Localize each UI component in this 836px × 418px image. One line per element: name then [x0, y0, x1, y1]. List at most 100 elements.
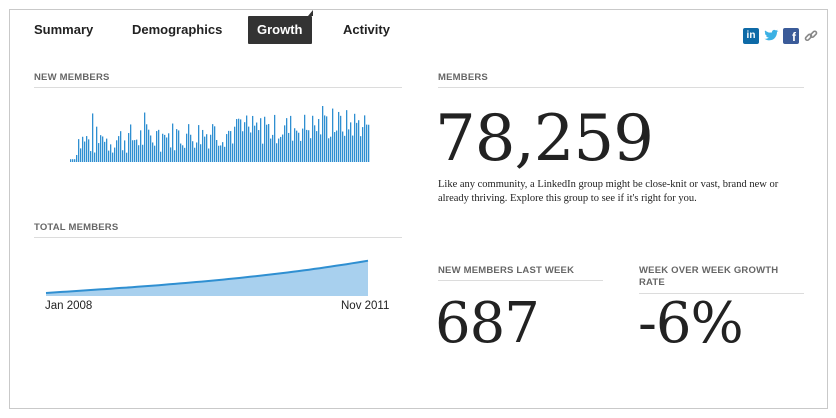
- new-members-bar: [196, 142, 198, 162]
- new-members-bar: [230, 131, 232, 162]
- total-members-line: [45, 259, 369, 294]
- new-members-bar: [356, 122, 358, 162]
- new-members-bar: [246, 115, 248, 162]
- new-members-bar: [168, 133, 170, 162]
- new-members-bar: [220, 145, 222, 162]
- link-icon[interactable]: [803, 28, 819, 44]
- new-members-bar: [342, 131, 344, 162]
- new-members-bar: [250, 132, 252, 162]
- new-members-bar: [154, 145, 156, 162]
- new-members-bar: [222, 142, 224, 162]
- new-members-bar: [260, 118, 262, 162]
- new-members-bar: [124, 140, 126, 162]
- tab-demographics[interactable]: Demographics: [132, 22, 223, 37]
- new-members-bar: [338, 111, 340, 162]
- new-members-bar: [254, 125, 256, 162]
- new-members-bar: [82, 136, 84, 162]
- new-members-bar: [352, 135, 354, 162]
- total-members-chart: [45, 259, 369, 296]
- new-members-bar: [140, 130, 142, 162]
- new-members-bar: [232, 143, 234, 162]
- new-members-bar: [142, 144, 144, 162]
- new-members-bar: [198, 125, 200, 162]
- new-members-bar: [122, 150, 124, 162]
- new-members-bar: [216, 140, 218, 162]
- new-members-bar: [228, 130, 230, 162]
- new-members-bar: [92, 113, 94, 162]
- new-members-bar: [130, 124, 132, 162]
- new-members-bar: [364, 115, 366, 162]
- new-members-bar: [308, 130, 310, 162]
- new-members-bar: [234, 126, 236, 162]
- new-members-bar: [294, 128, 296, 162]
- facebook-icon[interactable]: f: [783, 28, 799, 44]
- tab-activity[interactable]: Activity: [343, 22, 390, 37]
- new-members-bar: [286, 118, 288, 162]
- new-members-bar: [208, 148, 210, 162]
- new-members-bar: [194, 147, 196, 162]
- new-members-bar: [210, 134, 212, 162]
- new-members-bar: [326, 116, 328, 162]
- new-members-bar: [192, 141, 194, 162]
- new-members-bar: [126, 152, 128, 162]
- new-members-bar: [202, 129, 204, 162]
- new-members-bar: [226, 134, 228, 162]
- new-members-bar: [270, 138, 272, 162]
- new-members-bar: [162, 133, 164, 162]
- new-members-bar: [144, 112, 146, 162]
- new-members-bar: [264, 116, 266, 162]
- new-members-bar: [244, 122, 246, 162]
- new-members-bar: [136, 139, 138, 162]
- new-members-bar: [306, 129, 308, 162]
- new-members-bar: [112, 152, 114, 162]
- new-members-bar: [362, 127, 364, 162]
- total-members-area: [46, 260, 368, 296]
- tab-growth[interactable]: Growth: [248, 10, 312, 44]
- new-members-bar: [262, 143, 264, 162]
- new-members-bar: [328, 138, 330, 162]
- new-members-bar: [256, 122, 258, 162]
- new-members-bar: [116, 140, 118, 162]
- new-members-bar: [300, 140, 302, 162]
- new-members-bar: [212, 124, 214, 162]
- linkedin-icon[interactable]: in: [743, 28, 759, 44]
- new-members-bar: [188, 124, 190, 162]
- new-members-bar: [156, 131, 158, 162]
- new-members-bar: [106, 138, 108, 162]
- new-members-bar: [266, 124, 268, 162]
- new-members-bar: [296, 130, 298, 162]
- new-members-bar: [272, 134, 274, 162]
- new-members-bar: [114, 147, 116, 162]
- new-members-bar: [76, 154, 78, 162]
- new-members-bar: [86, 136, 88, 162]
- new-members-bar: [184, 147, 186, 162]
- new-members-bar: [288, 132, 290, 162]
- new-members-bar: [274, 114, 276, 162]
- new-members-bar: [290, 115, 292, 162]
- x-axis-start-label: Jan 2008: [45, 300, 93, 312]
- new-members-bar: [158, 129, 160, 162]
- new-members-bar: [318, 119, 320, 162]
- new-members-bar: [340, 115, 342, 162]
- new-members-bar: [206, 134, 208, 162]
- new-members-bar: [70, 159, 72, 162]
- new-members-bar: [90, 151, 92, 162]
- new-members-bar: [334, 132, 336, 162]
- new-members-bar: [200, 144, 202, 162]
- new-members-bar: [72, 159, 74, 162]
- new-members-bar: [102, 136, 104, 162]
- new-members-bar: [138, 145, 140, 162]
- new-members-bar: [276, 143, 278, 162]
- new-members-bar: [214, 126, 216, 162]
- new-members-bar: [316, 131, 318, 162]
- new-members-bar: [164, 134, 166, 162]
- new-members-bar: [368, 124, 370, 162]
- new-members-bar: [204, 136, 206, 162]
- new-members-bar: [170, 147, 172, 162]
- new-members-label: NEW MEMBERS: [34, 72, 402, 88]
- twitter-icon[interactable]: [763, 28, 779, 44]
- new-members-bar: [180, 143, 182, 162]
- new-members-bar: [132, 140, 134, 162]
- new-members-bar: [348, 129, 350, 162]
- tab-summary[interactable]: Summary: [34, 22, 94, 37]
